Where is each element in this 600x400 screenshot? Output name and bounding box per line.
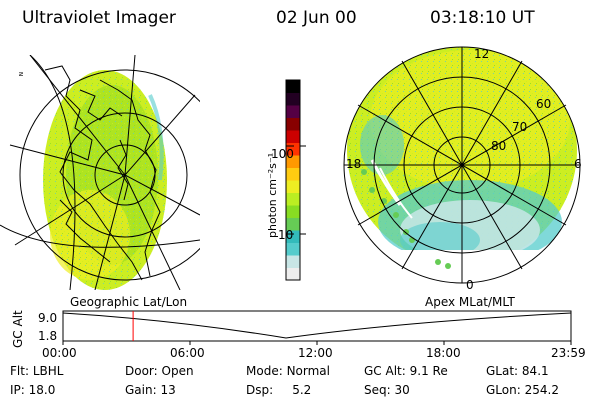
colorbar-segment bbox=[286, 242, 300, 256]
status-dsp: Dsp: 5.2 bbox=[246, 383, 312, 397]
colorbar-segment bbox=[286, 92, 300, 106]
colorbar-segment bbox=[286, 155, 300, 168]
colorbar-segment bbox=[286, 130, 300, 143]
timeline-ylabel: GC Alt bbox=[11, 310, 25, 348]
mlt-label-0: 0 bbox=[466, 278, 474, 292]
rotated-marker-glyph: ᴺ bbox=[13, 72, 23, 76]
colorbar-ticks bbox=[286, 145, 306, 235]
timeline-tick-1: 06:00 bbox=[170, 346, 205, 360]
colorbar bbox=[285, 79, 301, 281]
colorbar-unit-label: photon cm⁻²s⁻¹ bbox=[266, 152, 279, 238]
mlt-label-18: 18 bbox=[346, 157, 362, 171]
colorbar-segment bbox=[286, 205, 300, 218]
mlat-label-80: 80 bbox=[491, 139, 507, 153]
status-glon: GLon: 254.2 bbox=[486, 383, 559, 397]
time-label: 03:18:10 UT bbox=[430, 8, 535, 28]
colorbar-segment bbox=[286, 230, 300, 243]
geographic-image bbox=[0, 55, 200, 290]
status-mode: Mode: Normal bbox=[246, 364, 330, 378]
colorbar-segment bbox=[286, 267, 300, 281]
colorbar-frame bbox=[285, 79, 301, 281]
status-gc-alt: GC Alt: 9.1 Re bbox=[364, 364, 448, 378]
colorbar-tick-10: 10 bbox=[278, 228, 294, 242]
mlat-label-60: 60 bbox=[536, 97, 552, 111]
colorbar-tick-100: 100 bbox=[271, 147, 294, 161]
timeline-tick-3: 18:00 bbox=[426, 346, 461, 360]
apex-caption: Apex MLat/MLT bbox=[425, 295, 515, 309]
mlt-label-6: 6 bbox=[574, 157, 582, 171]
timeline-tick-4: 23:59 bbox=[551, 346, 586, 360]
timeline-ymin: 1.8 bbox=[38, 329, 58, 343]
colorbar-segment bbox=[286, 80, 300, 93]
status-gain: Gain: 13 bbox=[125, 383, 176, 397]
timeline-tick-2: 12:00 bbox=[298, 346, 333, 360]
status-seq: Seq: 30 bbox=[364, 383, 410, 397]
instrument-title: Ultraviolet Imager bbox=[22, 8, 176, 28]
status-glat: GLat: 84.1 bbox=[486, 364, 549, 378]
mlat-label-70: 70 bbox=[512, 120, 528, 134]
colorbar-segment bbox=[286, 192, 300, 206]
mlt-label-12: 12 bbox=[474, 47, 490, 61]
polar-image bbox=[343, 46, 581, 284]
colorbar-segment bbox=[286, 167, 300, 181]
colorbar-segment bbox=[286, 180, 300, 193]
status-flt: Flt: LBHL bbox=[10, 364, 64, 378]
colorbar-segment bbox=[286, 255, 300, 268]
colorbar-segment bbox=[286, 105, 300, 118]
colorbar-segment bbox=[286, 217, 300, 231]
geographic-caption: Geographic Lat/Lon bbox=[70, 295, 188, 309]
status-door: Door: Open bbox=[125, 364, 194, 378]
timeline-tick-0: 00:00 bbox=[42, 346, 77, 360]
timeline-plot bbox=[62, 310, 572, 345]
date-label: 02 Jun 00 bbox=[276, 8, 357, 28]
colorbar-segment bbox=[286, 117, 300, 131]
status-ip: IP: 18.0 bbox=[10, 383, 56, 397]
timeline-ymax: 9.0 bbox=[38, 311, 58, 325]
